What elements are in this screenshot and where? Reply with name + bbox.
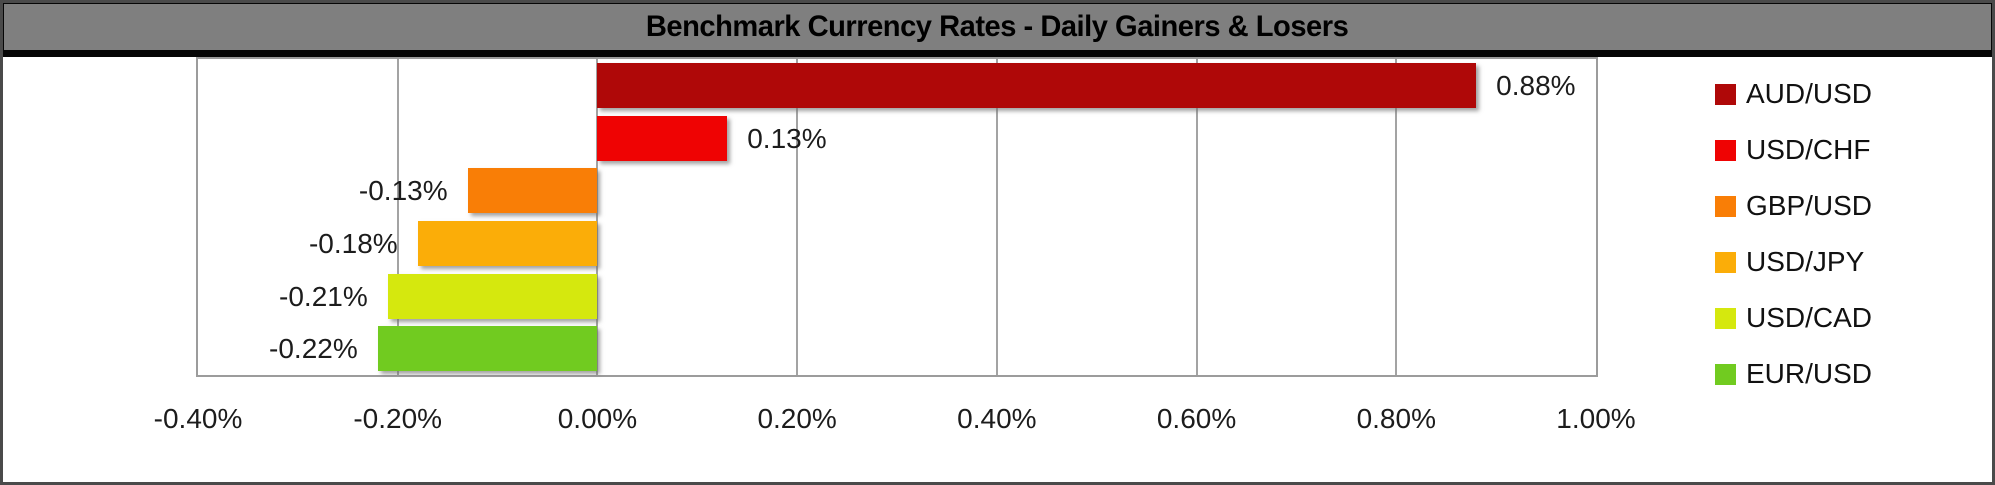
x-tick-label: 1.00% xyxy=(1556,403,1636,434)
legend-swatch-icon xyxy=(1715,195,1736,217)
bar-value-label: -0.22% xyxy=(269,333,358,365)
bar-value-label: -0.13% xyxy=(358,175,448,207)
legend-label: AUD/USD xyxy=(1746,78,1873,109)
legend-swatch-icon xyxy=(1715,363,1736,385)
bar-value-label: 0.88% xyxy=(1496,69,1576,101)
gridline xyxy=(396,59,399,375)
bar-eur-usd xyxy=(377,326,598,372)
legend-item-eur-usd: EUR/USD xyxy=(1715,346,1872,402)
gridline xyxy=(1395,59,1398,375)
bar-usd-cad xyxy=(387,273,598,319)
gridline xyxy=(796,59,799,375)
legend-label: GBP/USD xyxy=(1746,190,1873,221)
legend-item-usd-chf: USD/CHF xyxy=(1715,122,1872,178)
legend-item-usd-cad: USD/CAD xyxy=(1715,290,1872,346)
legend: AUD/USD USD/CHF GBP/USD USD/JPY USD/CAD EUR/U… xyxy=(1715,66,1872,402)
legend-item-aud-usd: AUD/USD xyxy=(1715,66,1872,122)
x-tick-label: 0.00% xyxy=(557,403,638,434)
chart-title: Benchmark Currency Rates - Daily Gainers… xyxy=(646,10,1349,43)
legend-swatch-icon xyxy=(1715,83,1736,105)
gridline xyxy=(596,59,599,375)
x-tick-label: 0.20% xyxy=(757,403,837,434)
legend-label: EUR/USD xyxy=(1746,358,1873,389)
legend-item-usd-jpy: USD/JPY xyxy=(1715,234,1872,290)
legend-swatch-icon xyxy=(1715,307,1736,329)
legend-swatch-icon xyxy=(1715,251,1736,273)
x-tick-label: 0.40% xyxy=(957,403,1037,434)
bar-value-label: 0.13% xyxy=(747,122,827,154)
bar-value-label: -0.18% xyxy=(308,227,398,259)
plot-area: 0.88% 0.13% -0.13% -0.18% -0.21% -0.22% xyxy=(196,57,1598,377)
bar-value-label: -0.21% xyxy=(279,280,368,312)
x-tick-label: -0.20% xyxy=(353,403,443,434)
gridline xyxy=(995,59,998,375)
legend-label: USD/JPY xyxy=(1746,246,1865,277)
legend-swatch-icon xyxy=(1715,139,1736,161)
x-tick-label: -0.40% xyxy=(153,403,243,434)
bar-usd-jpy xyxy=(417,220,598,266)
chart-title-bar: Benchmark Currency Rates - Daily Gainers… xyxy=(3,3,1992,57)
x-tick-label: 0.60% xyxy=(1156,403,1237,434)
bar-usd-chf xyxy=(597,115,728,161)
x-tick-label: 0.80% xyxy=(1356,403,1436,434)
legend-label: USD/CHF xyxy=(1746,134,1871,165)
bar-aud-usd xyxy=(597,62,1477,108)
gridline xyxy=(1195,59,1198,375)
legend-item-gbp-usd: GBP/USD xyxy=(1715,178,1872,234)
legend-label: USD/CAD xyxy=(1746,302,1873,333)
bar-gbp-usd xyxy=(467,168,598,214)
